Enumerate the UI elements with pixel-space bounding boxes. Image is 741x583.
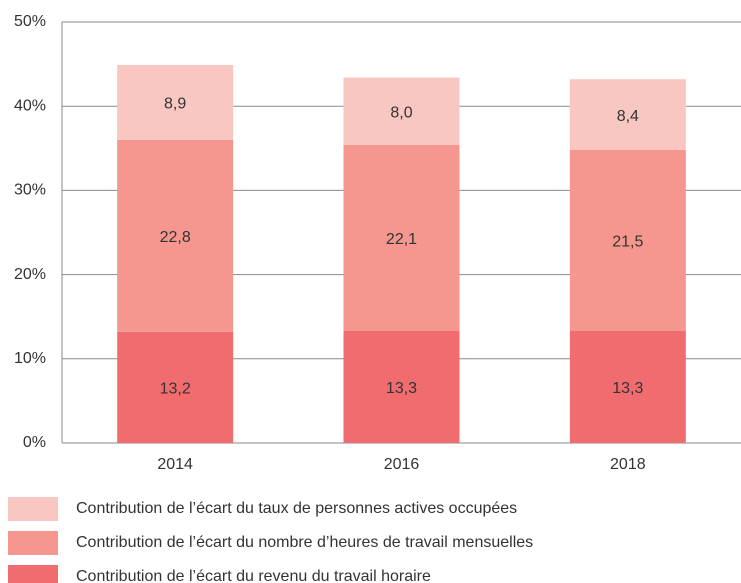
value-label: 8,0	[390, 104, 412, 121]
bar-segment	[343, 331, 460, 443]
value-label: 13,2	[160, 381, 191, 398]
value-label: 8,9	[164, 96, 186, 113]
bar-segment	[343, 77, 460, 145]
x-tick-label: 2014	[157, 456, 193, 473]
legend-swatch	[8, 497, 58, 521]
value-label: 22,8	[160, 229, 191, 246]
bar-segment	[569, 331, 686, 443]
value-label: 21,5	[612, 234, 643, 251]
legend-swatch	[8, 565, 58, 583]
value-label: 13,3	[386, 380, 417, 397]
y-tick-label: 10%	[14, 350, 46, 367]
y-tick-label: 40%	[14, 97, 46, 114]
bar-segment	[117, 64, 234, 140]
x-tick-label: 2016	[384, 456, 420, 473]
value-label: 13,3	[612, 380, 643, 397]
legend-label: Contribution de l’écart du nombre d’heur…	[76, 534, 533, 551]
y-tick-label: 20%	[14, 266, 46, 283]
bar-segment	[569, 79, 686, 150]
legend-label: Contribution de l’écart du revenu du tra…	[76, 568, 431, 583]
value-label: 22,1	[386, 231, 417, 248]
bar-segment	[569, 149, 686, 332]
legend-label: Contribution de l’écart du taux de perso…	[76, 500, 517, 517]
y-tick-label: 30%	[14, 182, 46, 199]
x-tick-label: 2018	[610, 456, 646, 473]
value-label: 8,4	[617, 108, 639, 125]
y-tick-label: 50%	[14, 13, 46, 30]
y-tick-label: 0%	[23, 434, 46, 451]
bar-segment	[343, 144, 460, 332]
bar-segment	[117, 331, 234, 443]
bar-segment	[117, 139, 234, 332]
legend-swatch	[8, 531, 58, 555]
